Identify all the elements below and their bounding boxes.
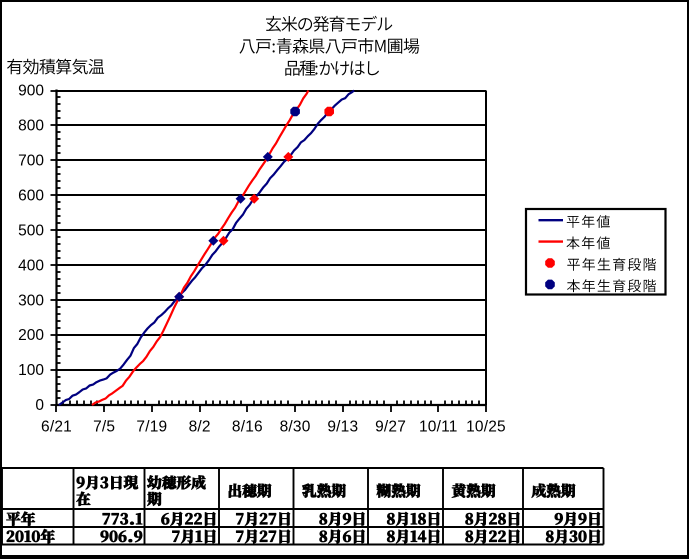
svg-text:8/16: 8/16 bbox=[232, 419, 263, 436]
svg-text:100: 100 bbox=[18, 362, 44, 379]
svg-text:200: 200 bbox=[18, 327, 44, 344]
svg-text:7/19: 7/19 bbox=[136, 419, 167, 436]
svg-text:600: 600 bbox=[18, 187, 44, 204]
svg-text:10/25: 10/25 bbox=[466, 419, 506, 436]
svg-text:300: 300 bbox=[18, 292, 44, 309]
svg-text:6/21: 6/21 bbox=[41, 419, 72, 436]
svg-text:10/11: 10/11 bbox=[419, 419, 458, 436]
svg-text:8/2: 8/2 bbox=[189, 419, 211, 436]
svg-text:7/5: 7/5 bbox=[93, 419, 115, 436]
svg-text:400: 400 bbox=[18, 257, 44, 274]
svg-text:9/27: 9/27 bbox=[375, 419, 406, 436]
svg-text:500: 500 bbox=[18, 222, 44, 239]
svg-text:900: 900 bbox=[18, 83, 44, 100]
svg-text:9/13: 9/13 bbox=[327, 419, 358, 436]
svg-text:700: 700 bbox=[18, 153, 44, 170]
svg-text:8/30: 8/30 bbox=[280, 419, 311, 436]
svg-text:0: 0 bbox=[35, 397, 44, 414]
svg-text:800: 800 bbox=[18, 118, 44, 135]
